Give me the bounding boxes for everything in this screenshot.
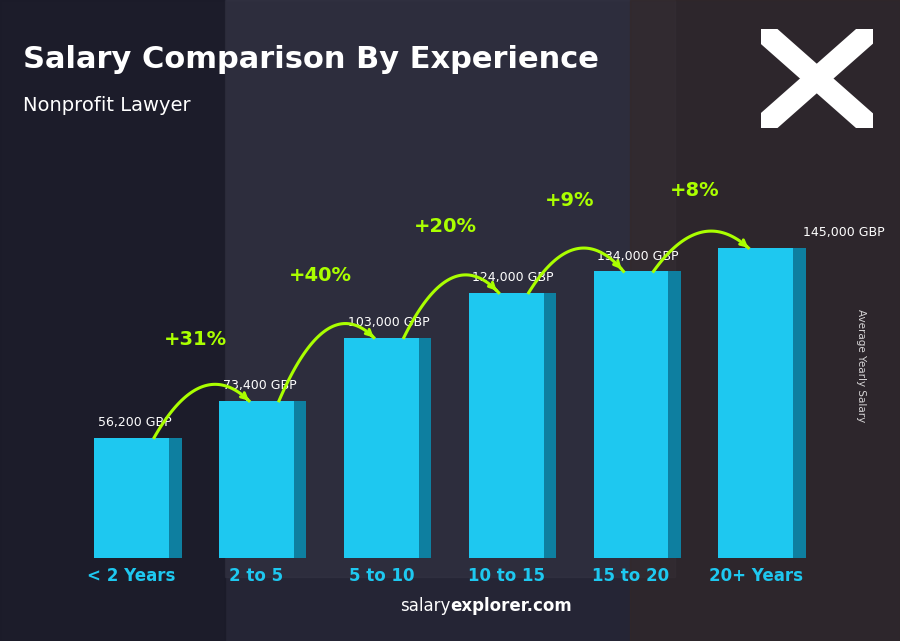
Bar [630,0,900,641]
Polygon shape [294,401,306,558]
Text: Average Yearly Salary: Average Yearly Salary [856,309,867,422]
Text: 134,000 GBP: 134,000 GBP [598,250,679,263]
Bar [0,0,225,641]
Text: salary: salary [400,597,450,615]
Polygon shape [418,338,431,558]
Polygon shape [169,438,182,558]
Polygon shape [793,248,806,558]
Text: Salary Comparison By Experience: Salary Comparison By Experience [23,45,598,74]
Text: 145,000 GBP: 145,000 GBP [804,226,885,239]
Bar [718,248,793,558]
Bar [344,338,418,558]
Text: 56,200 GBP: 56,200 GBP [98,416,172,429]
Text: Nonprofit Lawyer: Nonprofit Lawyer [23,96,191,115]
Bar [594,271,669,558]
Polygon shape [669,271,681,558]
Text: 73,400 GBP: 73,400 GBP [223,379,296,392]
Text: +20%: +20% [413,217,476,236]
Text: +9%: +9% [545,192,595,210]
Text: +31%: +31% [164,330,227,349]
Polygon shape [544,293,556,558]
Bar [225,0,675,577]
Text: explorer.com: explorer.com [450,597,572,615]
Bar [219,401,294,558]
Bar [94,438,169,558]
Text: 103,000 GBP: 103,000 GBP [347,316,429,329]
Text: +8%: +8% [670,181,719,200]
Text: 124,000 GBP: 124,000 GBP [472,271,554,284]
Text: +40%: +40% [289,266,352,285]
Bar [469,293,544,558]
